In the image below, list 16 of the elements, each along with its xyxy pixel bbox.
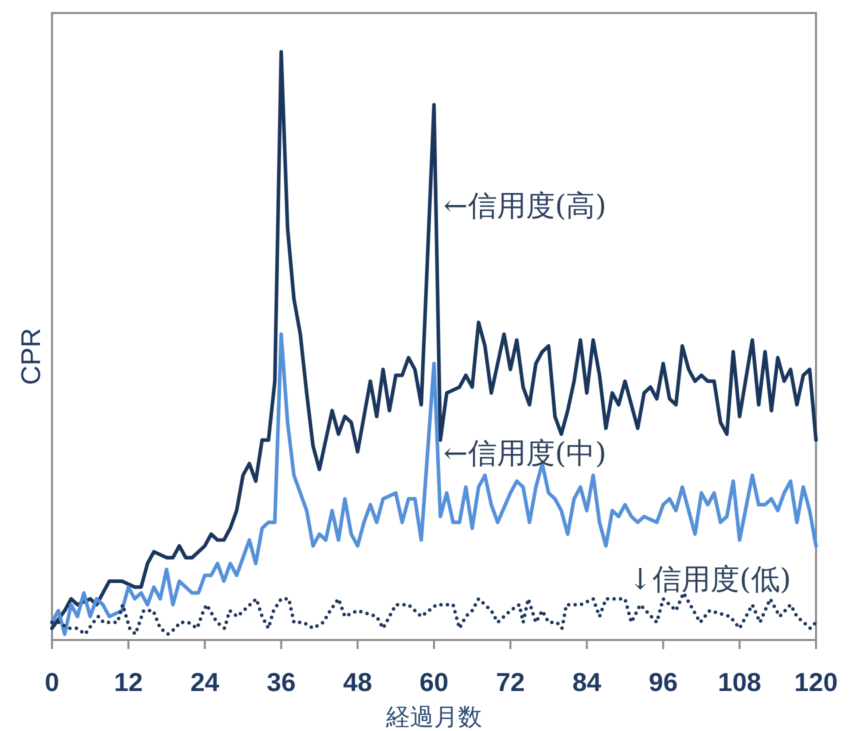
x-tick-label: 60: [420, 667, 448, 697]
x-tick-label: 24: [190, 667, 220, 697]
x-tick-label: 0: [44, 667, 60, 697]
x-tick-label: 12: [114, 667, 143, 697]
y-axis-title: CPR: [16, 328, 46, 386]
x-tick-label: 96: [648, 667, 678, 697]
series-label: ←信用度(高): [444, 188, 606, 223]
x-tick-label: 108: [718, 667, 762, 697]
x-axis-title: 経過月数: [385, 703, 482, 731]
x-tick-label: 120: [794, 667, 838, 697]
x-tick-label: 48: [343, 667, 372, 697]
x-tick-label: 84: [572, 667, 602, 697]
x-tick-label: 36: [266, 667, 296, 697]
series-label: ←信用度(中): [444, 436, 606, 470]
series-label: ↓信用度(低): [628, 562, 792, 596]
x-tick-label: 72: [496, 667, 525, 697]
